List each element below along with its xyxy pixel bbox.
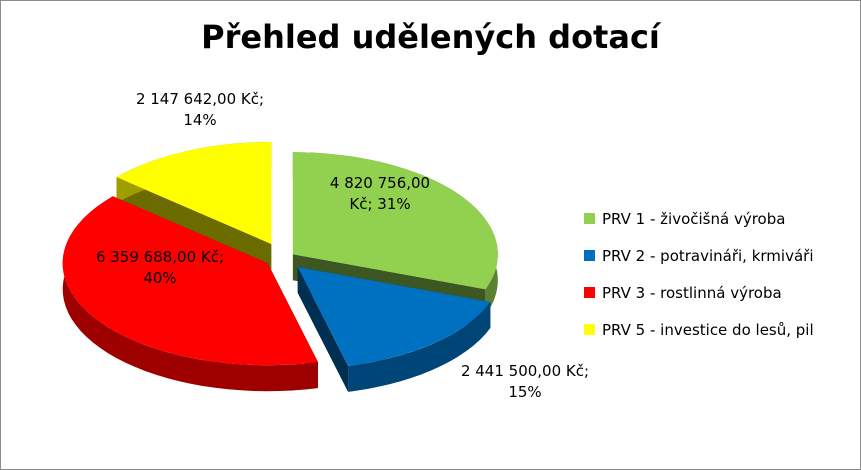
data-label-prv5-line2: 14%: [183, 111, 216, 129]
legend-label-prv1: PRV 1 - živočišná výroba: [602, 209, 786, 228]
legend-swatch-prv5: [584, 324, 595, 335]
chart-title: Přehled udělených dotací: [201, 18, 660, 56]
data-label-prv2-line2: 15%: [508, 383, 541, 401]
pie-slice-prv2: [297, 266, 491, 366]
legend-item-prv2: PRV 2 - potravináři, krmiváři: [584, 237, 814, 274]
data-label-prv3: 6 359 688,00 Kč; 40%: [96, 248, 224, 287]
legend-item-prv5: PRV 5 - investice do lesů, pil: [584, 311, 814, 348]
legend-item-prv3: PRV 3 - rostlinná výroba: [584, 274, 814, 311]
data-label-prv3-line2: 40%: [143, 269, 176, 287]
pie-slice-wall-prv5-0: [116, 177, 272, 270]
legend-swatch-prv3: [584, 287, 595, 298]
data-label-prv1-line2: Kč; 31%: [349, 195, 410, 213]
data-label-prv1-line1: 4 820 756,00: [330, 174, 430, 192]
data-label-prv3-line1: 6 359 688,00 Kč;: [96, 248, 224, 266]
legend: PRV 1 - živočišná výroba PRV 2 - potravi…: [584, 200, 814, 348]
legend-label-prv2: PRV 2 - potravináři, krmiváři: [602, 246, 814, 265]
legend-swatch-prv1: [584, 213, 595, 224]
pie-slice-prv5: [116, 141, 272, 244]
legend-item-prv1: PRV 1 - živočišná výroba: [584, 200, 814, 237]
pie-slice-rim-prv3: [62, 196, 319, 392]
legend-swatch-prv2: [584, 250, 595, 261]
pie-slice-rim-prv2: [348, 301, 491, 392]
data-label-prv5-line1: 2 147 642,00 Kč;: [136, 90, 264, 108]
data-label-prv1: 4 820 756,00 Kč; 31%: [330, 174, 430, 213]
pie-slice-prv1: [292, 152, 498, 290]
pie-slice-prv3: [62, 196, 319, 366]
legend-label-prv3: PRV 3 - rostlinná výroba: [602, 283, 782, 302]
data-label-prv5: 2 147 642,00 Kč; 14%: [136, 90, 264, 129]
data-label-prv2: 2 441 500,00 Kč; 15%: [461, 362, 589, 401]
pie-slice-wall-prv2-1: [297, 266, 349, 392]
data-label-prv2-line1: 2 441 500,00 Kč;: [461, 362, 589, 380]
legend-label-prv5: PRV 5 - investice do lesů, pil: [602, 320, 814, 339]
